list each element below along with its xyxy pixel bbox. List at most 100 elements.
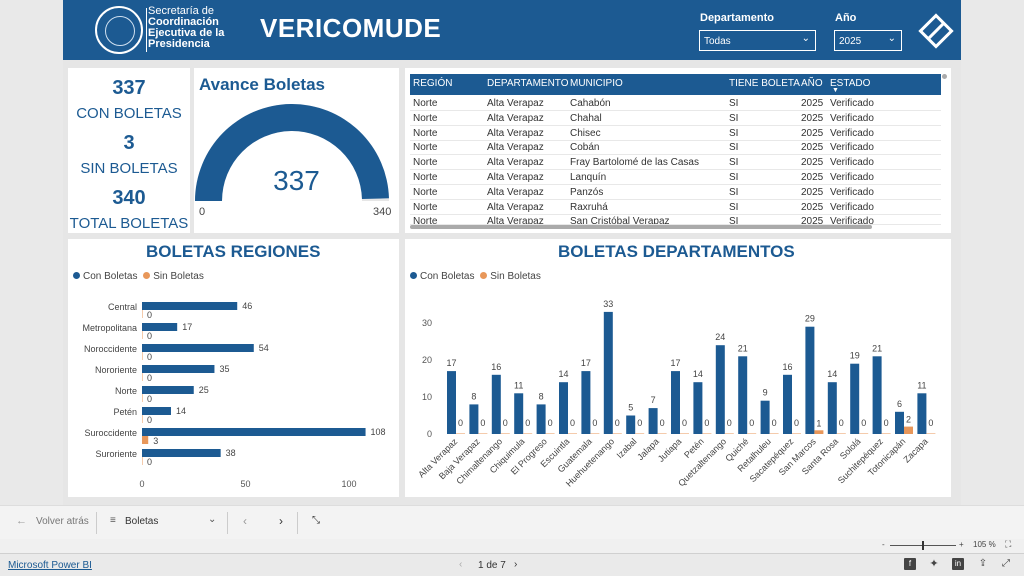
bar-sin-boletas[interactable]: [859, 433, 869, 435]
bar-sin-boletas[interactable]: [142, 436, 149, 444]
bar-con-boletas[interactable]: [142, 323, 178, 331]
bar-con-boletas[interactable]: [142, 428, 366, 436]
bar-con-boletas[interactable]: [671, 371, 680, 434]
column-header-region[interactable]: REGIÓN: [413, 78, 453, 89]
bar-con-boletas[interactable]: [536, 404, 546, 434]
bar-con-boletas[interactable]: [626, 415, 636, 435]
column-header-estado[interactable]: ESTADO: [830, 78, 871, 89]
bar-sin-boletas[interactable]: [814, 430, 824, 434]
bar-sin-boletas[interactable]: [702, 433, 712, 435]
bar-sin-boletas[interactable]: [590, 433, 600, 435]
bar-con-boletas[interactable]: [447, 371, 456, 434]
bar-sin-boletas[interactable]: [747, 433, 757, 435]
bar-sin-boletas[interactable]: [500, 433, 510, 435]
table-row[interactable]: Norte Alta Verapaz Cahabón SI 2025 Verificado: [410, 96, 941, 111]
bar-sin-boletas[interactable]: [769, 433, 779, 435]
bar-sin-boletas[interactable]: [881, 433, 891, 435]
bar-sin-boletas[interactable]: [657, 433, 667, 435]
zoom-in-button[interactable]: +: [959, 540, 964, 549]
legend-con-boletas-dot: [410, 272, 417, 279]
pager-next-icon[interactable]: ›: [514, 559, 518, 570]
column-header-departamento[interactable]: DEPARTAMENTO: [487, 78, 569, 89]
bar-con-boletas[interactable]: [715, 345, 725, 434]
column-header-municipio[interactable]: MUNICIPIO: [570, 78, 623, 89]
bar-sin-boletas[interactable]: [142, 352, 143, 360]
bar-con-boletas[interactable]: [738, 356, 748, 434]
bar-con-boletas[interactable]: [603, 311, 613, 434]
table-row[interactable]: Norte Alta Verapaz Lanquín SI 2025 Verificado: [410, 170, 941, 185]
bar-con-boletas[interactable]: [491, 374, 501, 434]
bar-sin-boletas[interactable]: [904, 426, 913, 434]
bar-con-boletas[interactable]: [142, 407, 171, 415]
bar-con-boletas[interactable]: [760, 400, 770, 434]
next-page-icon[interactable]: ›: [279, 514, 283, 528]
bar-con-boletas[interactable]: [514, 393, 524, 434]
bar-con-boletas[interactable]: [559, 382, 568, 434]
table-row[interactable]: Norte Alta Verapaz Chisec SI 2025 Verificado: [410, 126, 941, 141]
bar-sin-boletas[interactable]: [142, 310, 143, 318]
bar-sin-boletas[interactable]: [926, 433, 936, 435]
bar-con-boletas[interactable]: [469, 404, 479, 434]
bar-sin-boletas[interactable]: [142, 394, 143, 402]
back-arrow-icon[interactable]: ←: [16, 515, 27, 527]
table-row[interactable]: Norte Alta Verapaz San Cristóbal Verapaz SI…: [410, 214, 941, 226]
bar-sin-boletas[interactable]: [545, 433, 555, 435]
bar-sin-boletas[interactable]: [680, 433, 689, 435]
year-slicer[interactable]: 2025 ⌄: [834, 30, 902, 51]
fit-to-page-icon[interactable]: ⤡: [312, 515, 320, 526]
bar-sin-boletas[interactable]: [635, 433, 645, 435]
bar-con-boletas[interactable]: [827, 382, 837, 434]
column-header-ano[interactable]: AÑO: [801, 78, 823, 89]
bar-con-boletas[interactable]: [693, 382, 703, 434]
share-icon[interactable]: ⇪: [978, 558, 988, 569]
bar-con-boletas[interactable]: [142, 386, 194, 394]
bar-sin-boletas[interactable]: [792, 433, 801, 435]
zoom-slider-thumb[interactable]: [922, 541, 924, 550]
bar-sin-boletas[interactable]: [142, 457, 143, 465]
table-vertical-scrollbar[interactable]: [942, 74, 947, 79]
page-select[interactable]: Boletas: [125, 516, 159, 527]
bar-sin-boletas[interactable]: [142, 331, 143, 339]
facebook-icon[interactable]: f: [904, 558, 916, 570]
zoom-out-button[interactable]: -: [882, 540, 885, 549]
bar-sin-boletas[interactable]: [612, 433, 622, 435]
bar-con-boletas[interactable]: [917, 393, 927, 434]
bar-con-boletas[interactable]: [142, 344, 254, 352]
twitter-icon[interactable]: ✦: [929, 558, 939, 570]
bar-con-boletas[interactable]: [142, 365, 215, 373]
powerbi-link[interactable]: Microsoft Power BI: [8, 560, 92, 571]
bar-sin-boletas[interactable]: [836, 433, 846, 435]
department-slicer[interactable]: Todas ⌄: [699, 30, 816, 51]
bar-con-boletas[interactable]: [142, 302, 238, 310]
column-header-tiene-boleta[interactable]: TIENE BOLETA: [729, 78, 800, 89]
data-label: 0: [147, 415, 152, 425]
bar-con-boletas[interactable]: [805, 326, 815, 434]
table-horizontal-scrollbar[interactable]: [410, 225, 872, 229]
pager-prev-icon[interactable]: ‹: [459, 559, 463, 570]
linkedin-icon[interactable]: in: [952, 558, 964, 570]
expand-icon[interactable]: ⤢: [1002, 558, 1010, 569]
bar-con-boletas[interactable]: [895, 411, 904, 434]
bar-sin-boletas[interactable]: [568, 433, 577, 435]
table-row[interactable]: Norte Alta Verapaz Raxruhá SI 2025 Verificado: [410, 200, 941, 215]
previous-page-icon[interactable]: ‹: [243, 514, 247, 528]
bar-con-boletas[interactable]: [648, 408, 658, 434]
table-row[interactable]: Norte Alta Verapaz Panzós SI 2025 Verificado: [410, 185, 941, 200]
back-button[interactable]: Volver atrás: [36, 516, 89, 527]
chevron-down-icon[interactable]: ⌄: [208, 514, 217, 525]
bar-con-boletas[interactable]: [850, 363, 860, 434]
table-row[interactable]: Norte Alta Verapaz Cobán SI 2025 Verificado: [410, 140, 941, 156]
table-row[interactable]: Norte Alta Verapaz Chahal SI 2025 Verificado: [410, 111, 941, 126]
bar-sin-boletas[interactable]: [523, 433, 533, 435]
bar-sin-boletas[interactable]: [456, 433, 465, 435]
bar-con-boletas[interactable]: [872, 356, 882, 434]
bar-sin-boletas[interactable]: [142, 373, 143, 381]
bar-sin-boletas[interactable]: [724, 433, 734, 435]
bar-con-boletas[interactable]: [783, 374, 792, 434]
fit-screen-icon[interactable]: ⛶: [1005, 539, 1012, 549]
bar-con-boletas[interactable]: [142, 449, 221, 457]
bar-sin-boletas[interactable]: [142, 415, 143, 423]
table-row[interactable]: Norte Alta Verapaz Fray Bartolomé de las C…: [410, 155, 941, 171]
bar-sin-boletas[interactable]: [478, 433, 488, 435]
bar-con-boletas[interactable]: [581, 371, 591, 434]
